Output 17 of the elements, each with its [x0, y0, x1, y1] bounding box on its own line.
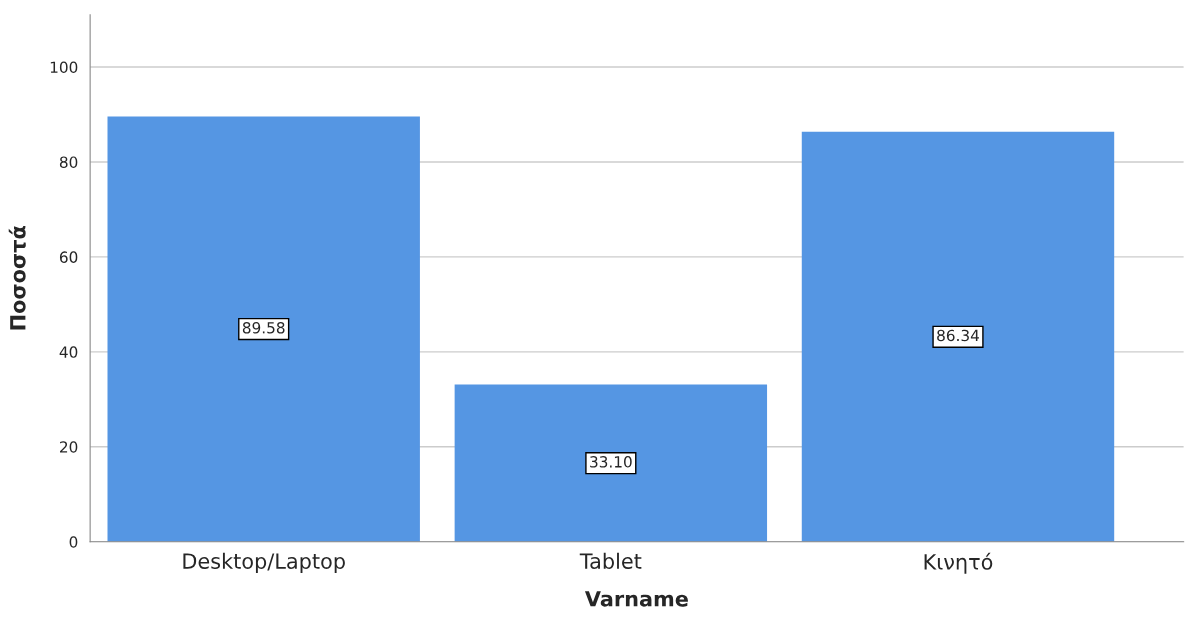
x-tick-label: Tablet — [579, 552, 642, 569]
bar — [454, 384, 768, 542]
y-tick-label: 100 — [50, 61, 78, 74]
bar — [107, 116, 420, 542]
y-tick-label: 0 — [69, 536, 78, 548]
x-axis-title: Varname — [584, 591, 688, 607]
x-tick-label: Desktop/Laptop — [183, 552, 345, 573]
data-label: 89.58 — [242, 321, 285, 334]
y-tick-label: 80 — [59, 156, 78, 168]
data-label: 33.10 — [590, 456, 632, 468]
y-tick-label: 60 — [59, 251, 78, 263]
x-tick-label: Κινητό — [924, 552, 993, 574]
bar — [801, 131, 1115, 542]
data-label: 86.34 — [937, 329, 979, 342]
y-tick-label: 40 — [59, 346, 78, 358]
y-tick-label: 20 — [60, 441, 78, 453]
y-axis-title: Ποσοστά — [8, 226, 26, 330]
